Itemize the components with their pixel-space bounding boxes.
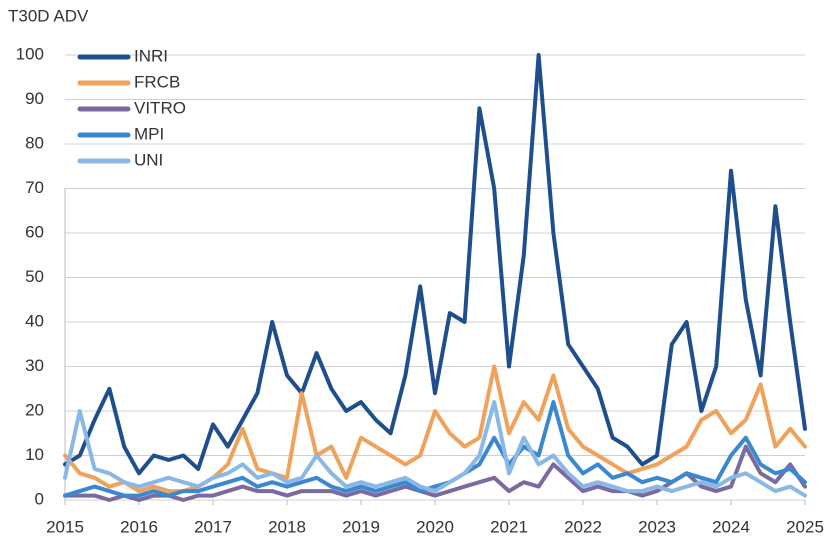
legend-label: FRCB <box>134 72 180 91</box>
y-tick-label: 0 <box>35 489 44 508</box>
y-tick-label: 100 <box>16 44 44 63</box>
x-tick-label: 2015 <box>46 517 84 536</box>
y-tick-label: 10 <box>25 445 44 464</box>
y-tick-label: 30 <box>25 356 44 375</box>
y-tick-label: 60 <box>25 222 44 241</box>
x-tick-label: 2024 <box>712 517 750 536</box>
y-tick-label: 50 <box>25 267 44 286</box>
legend-label: UNI <box>134 150 163 169</box>
y-tick-label: 70 <box>25 178 44 197</box>
x-tick-label: 2022 <box>564 517 602 536</box>
series-line <box>63 400 807 498</box>
legend-label: VITRO <box>134 98 186 117</box>
x-tick-label: 2016 <box>120 517 158 536</box>
x-tick-label: 2017 <box>194 517 232 536</box>
x-tick-label: 2020 <box>416 517 454 536</box>
x-tick-label: 2019 <box>342 517 380 536</box>
legend-label: INRI <box>134 46 168 65</box>
y-tick-label: 90 <box>25 89 44 108</box>
x-tick-label: 2023 <box>638 517 676 536</box>
y-tick-label: 80 <box>25 133 44 152</box>
x-tick-label: 2025 <box>786 517 824 536</box>
y-tick-label: 20 <box>25 400 44 419</box>
y-tick-label: 40 <box>25 311 44 330</box>
legend-label: MPI <box>134 124 164 143</box>
chart-title: T30D ADV <box>8 6 89 25</box>
x-tick-label: 2021 <box>490 517 528 536</box>
x-tick-label: 2018 <box>268 517 306 536</box>
series-line <box>63 53 807 476</box>
series-line <box>63 400 807 498</box>
